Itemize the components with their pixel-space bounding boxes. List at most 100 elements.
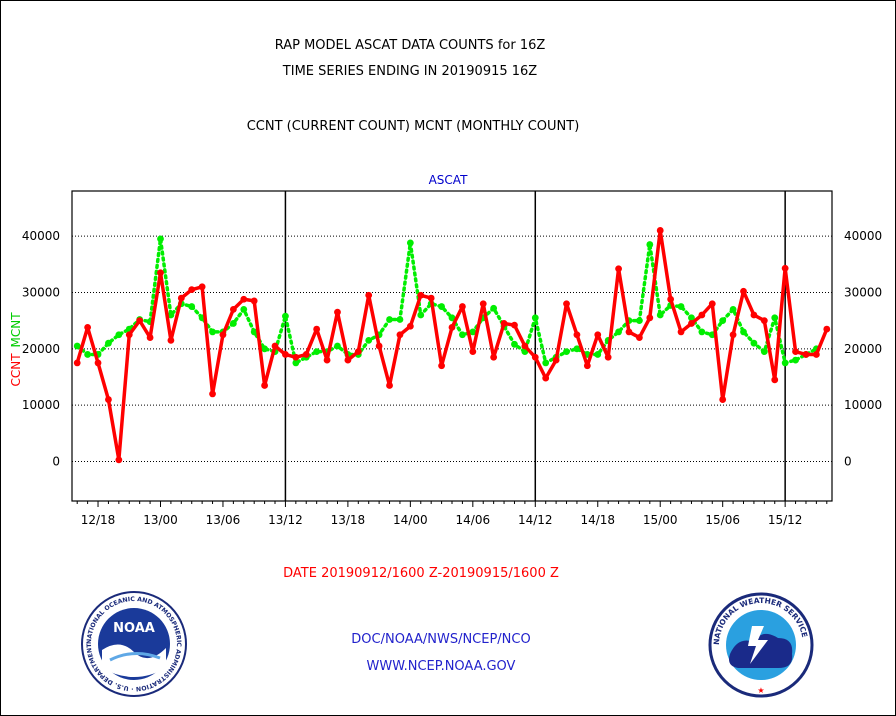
x-tick-label: 14/06 <box>456 513 491 527</box>
data-point-ccnt <box>229 305 237 313</box>
data-point-ccnt <box>729 331 737 339</box>
data-point-ccnt <box>490 353 498 361</box>
data-point-ccnt <box>240 295 248 303</box>
y-axis-label-mcnt: MCNT <box>9 312 23 348</box>
data-point-ccnt <box>719 396 727 403</box>
data-point-ccnt <box>594 331 602 339</box>
data-point-mcnt <box>115 331 123 339</box>
data-point-ccnt <box>177 294 185 302</box>
data-point-ccnt <box>573 331 581 339</box>
data-point-ccnt <box>292 353 300 361</box>
y-tick-label-left: 30000 <box>22 285 60 299</box>
data-point-mcnt <box>698 328 706 336</box>
data-point-ccnt <box>646 314 654 322</box>
data-point-ccnt <box>604 353 612 361</box>
data-point-ccnt <box>552 356 560 364</box>
data-point-mcnt <box>573 345 581 353</box>
data-point-ccnt <box>459 303 466 310</box>
data-point-ccnt <box>313 325 321 333</box>
data-point-mcnt <box>292 359 300 367</box>
y-tick-label-right: 30000 <box>844 285 882 299</box>
data-point-mcnt <box>313 348 321 356</box>
data-point-mcnt <box>406 239 414 247</box>
data-point-ccnt <box>760 317 768 325</box>
data-point-ccnt <box>823 325 831 333</box>
data-point-ccnt <box>635 334 643 341</box>
url-link[interactable]: WWW.NCEP.NOAA.GOV <box>366 659 516 674</box>
data-point-ccnt <box>448 324 456 331</box>
data-point-mcnt <box>417 311 425 319</box>
data-point-ccnt <box>479 300 487 308</box>
data-point-ccnt <box>302 351 310 358</box>
x-tick-label: 15/12 <box>768 513 803 527</box>
data-point-mcnt <box>188 303 196 310</box>
data-point-ccnt <box>500 320 508 327</box>
data-point-ccnt <box>198 283 206 291</box>
data-point-ccnt <box>157 269 164 277</box>
data-point-mcnt <box>740 328 747 336</box>
data-point-ccnt <box>750 311 758 319</box>
data-point-mcnt <box>635 317 643 325</box>
y-tick-label-right: 40000 <box>844 229 882 243</box>
data-point-ccnt <box>94 359 102 367</box>
data-point-ccnt <box>802 351 810 358</box>
x-tick-label: 15/06 <box>705 513 740 527</box>
data-point-ccnt <box>250 297 258 305</box>
data-point-mcnt <box>688 314 695 322</box>
data-point-mcnt <box>656 311 664 319</box>
data-point-mcnt <box>334 342 341 350</box>
data-point-ccnt <box>219 331 227 339</box>
data-point-mcnt <box>469 328 477 336</box>
x-tick-label: 14/18 <box>580 513 615 527</box>
chart-subtitle: CCNT (CURRENT COUNT) MCNT (MONTHLY COUNT… <box>246 119 580 134</box>
data-point-ccnt <box>105 396 112 403</box>
y-tick-label-left: 10000 <box>22 398 60 412</box>
data-point-mcnt <box>84 351 92 358</box>
data-point-ccnt <box>521 342 529 350</box>
data-point-ccnt <box>188 286 196 294</box>
data-point-ccnt <box>365 291 373 299</box>
y-tick-label-left: 20000 <box>22 342 60 356</box>
data-point-ccnt <box>812 351 820 358</box>
data-point-ccnt <box>354 348 362 356</box>
x-tick-label: 14/12 <box>518 513 553 527</box>
data-point-ccnt <box>688 320 695 327</box>
data-point-ccnt <box>781 264 789 272</box>
data-point-ccnt <box>84 324 92 331</box>
data-point-mcnt <box>459 331 466 339</box>
x-tick-label: 13/00 <box>143 513 178 527</box>
data-point-ccnt <box>125 331 133 339</box>
noaa-logo-text: NOAA <box>113 621 155 636</box>
data-point-ccnt <box>261 382 269 389</box>
data-point-ccnt <box>740 287 747 295</box>
data-point-ccnt <box>271 342 279 350</box>
data-point-mcnt <box>594 351 602 358</box>
data-point-ccnt <box>469 348 477 356</box>
data-point-mcnt <box>771 314 779 322</box>
data-point-ccnt <box>344 356 352 364</box>
data-point-ccnt <box>167 336 175 344</box>
data-point-ccnt <box>375 342 383 350</box>
data-point-ccnt <box>406 322 414 330</box>
data-point-ccnt <box>209 390 216 398</box>
data-point-mcnt <box>677 303 685 310</box>
data-point-ccnt <box>334 308 341 316</box>
plot-area-border <box>71 190 833 502</box>
data-point-ccnt <box>771 376 779 384</box>
chart-title-line1: RAP MODEL ASCAT DATA COUNTS for 16Z <box>274 38 546 53</box>
x-tick-label: 13/06 <box>206 513 241 527</box>
svg-text:★: ★ <box>757 686 764 695</box>
x-tick-label: 12/18 <box>81 513 116 527</box>
data-point-mcnt <box>729 305 737 313</box>
date-range-label: DATE 20190912/1600 Z-20190915/1600 Z <box>283 566 559 581</box>
data-point-mcnt <box>646 241 654 248</box>
plot-title: ASCAT <box>429 173 468 187</box>
data-point-ccnt <box>323 356 331 364</box>
data-point-ccnt <box>542 374 550 382</box>
data-point-ccnt <box>427 294 435 302</box>
series-line-ccnt <box>75 228 829 462</box>
data-point-ccnt <box>698 311 706 319</box>
data-point-mcnt <box>105 339 112 347</box>
data-point-ccnt <box>563 300 570 308</box>
